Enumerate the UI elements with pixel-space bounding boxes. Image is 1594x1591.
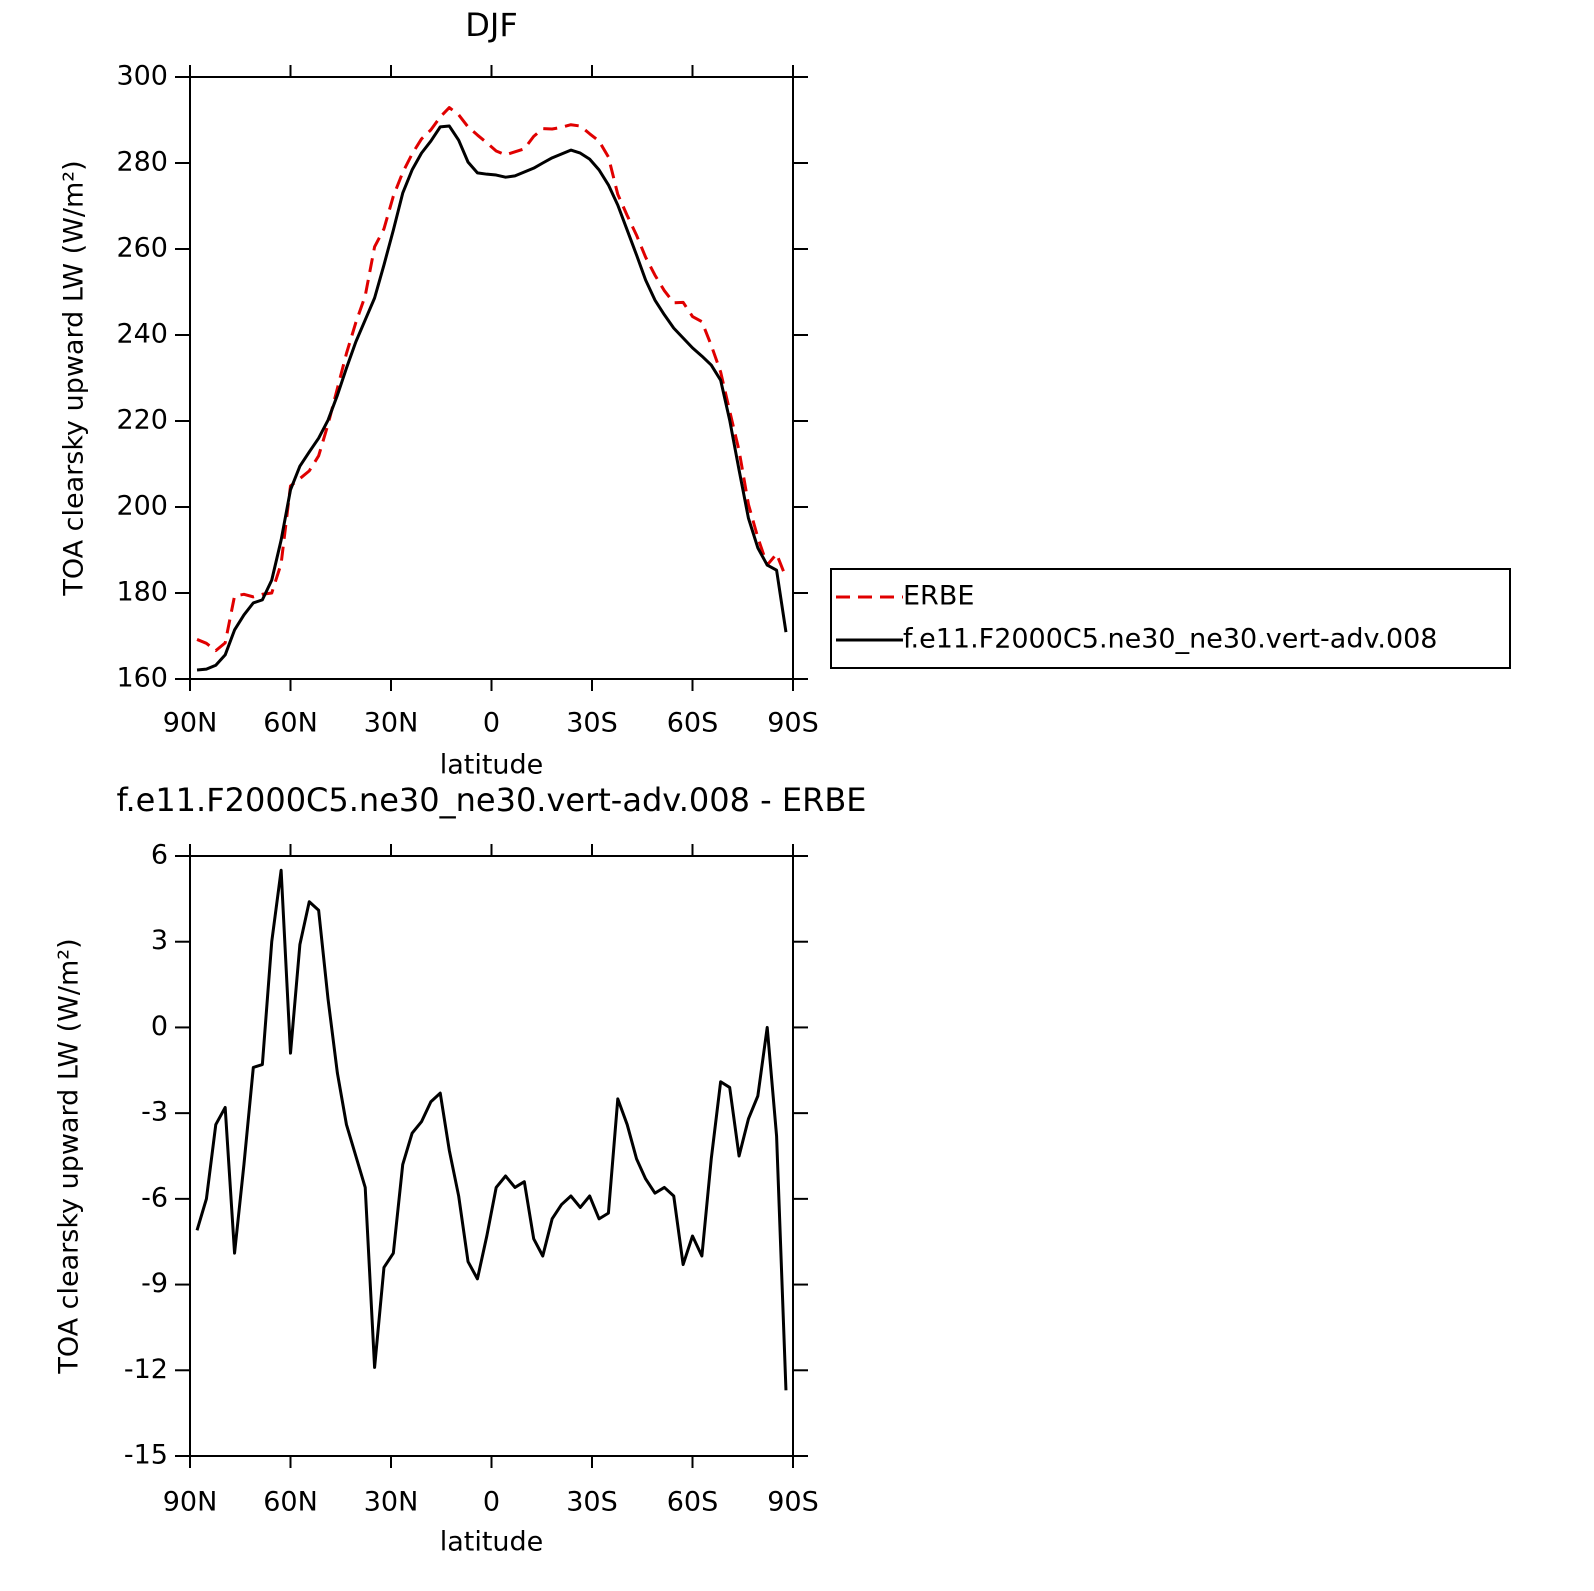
legend-label: f.e11.F2000C5.ne30_ne30.vert-adv.008 <box>903 624 1437 655</box>
x-tick-label: 30N <box>364 708 419 739</box>
x-tick-label: 30S <box>566 708 618 739</box>
x-tick-label: 0 <box>483 1487 500 1518</box>
legend-box <box>830 568 1511 669</box>
series-line <box>196 124 788 672</box>
y-tick-label: -3 <box>141 1097 168 1128</box>
x-tick-label: 60S <box>667 1487 719 1518</box>
y-tick-label: 280 <box>116 147 168 178</box>
y-tick-label: -12 <box>124 1354 168 1385</box>
y-tick-label: 6 <box>151 840 168 871</box>
y-tick-label: -15 <box>124 1440 168 1471</box>
y-tick-label: 180 <box>116 577 168 608</box>
plot-frame <box>189 855 794 1457</box>
y-tick-label: 200 <box>116 491 168 522</box>
series-line <box>196 106 788 653</box>
x-axis-label: latitude <box>440 750 544 781</box>
legend-label: ERBE <box>903 581 974 612</box>
x-tick-label: 90S <box>767 708 819 739</box>
x-tick-label: 0 <box>483 708 500 739</box>
x-tick-label: 60N <box>263 708 318 739</box>
y-tick-label: 300 <box>116 61 168 92</box>
y-tick-label: -6 <box>141 1182 168 1213</box>
y-tick-label: -9 <box>141 1268 168 1299</box>
chart-title: f.e11.F2000C5.ne30_ne30.vert-adv.008 - E… <box>117 781 867 819</box>
x-tick-label: 90S <box>767 1487 819 1518</box>
y-tick-label: 220 <box>116 405 168 436</box>
x-tick-label: 30S <box>566 1487 618 1518</box>
plot-frame <box>189 76 794 680</box>
x-tick-label: 30N <box>364 1487 419 1518</box>
y-tick-label: 3 <box>151 925 168 956</box>
y-axis-label: TOA clearsky upward LW (W/m²) <box>54 938 85 1374</box>
x-tick-label: 90N <box>163 1487 218 1518</box>
x-tick-label: 90N <box>163 708 218 739</box>
chart-title: DJF <box>465 6 517 44</box>
x-tick-label: 60S <box>667 708 719 739</box>
y-axis-label: TOA clearsky upward LW (W/m²) <box>59 160 90 596</box>
series-line <box>195 868 788 1391</box>
x-tick-label: 60N <box>263 1487 318 1518</box>
y-tick-label: 240 <box>116 319 168 350</box>
y-tick-label: 160 <box>116 663 168 694</box>
x-axis-label: latitude <box>440 1527 544 1558</box>
y-tick-label: 0 <box>151 1011 168 1042</box>
y-tick-label: 260 <box>116 233 168 264</box>
